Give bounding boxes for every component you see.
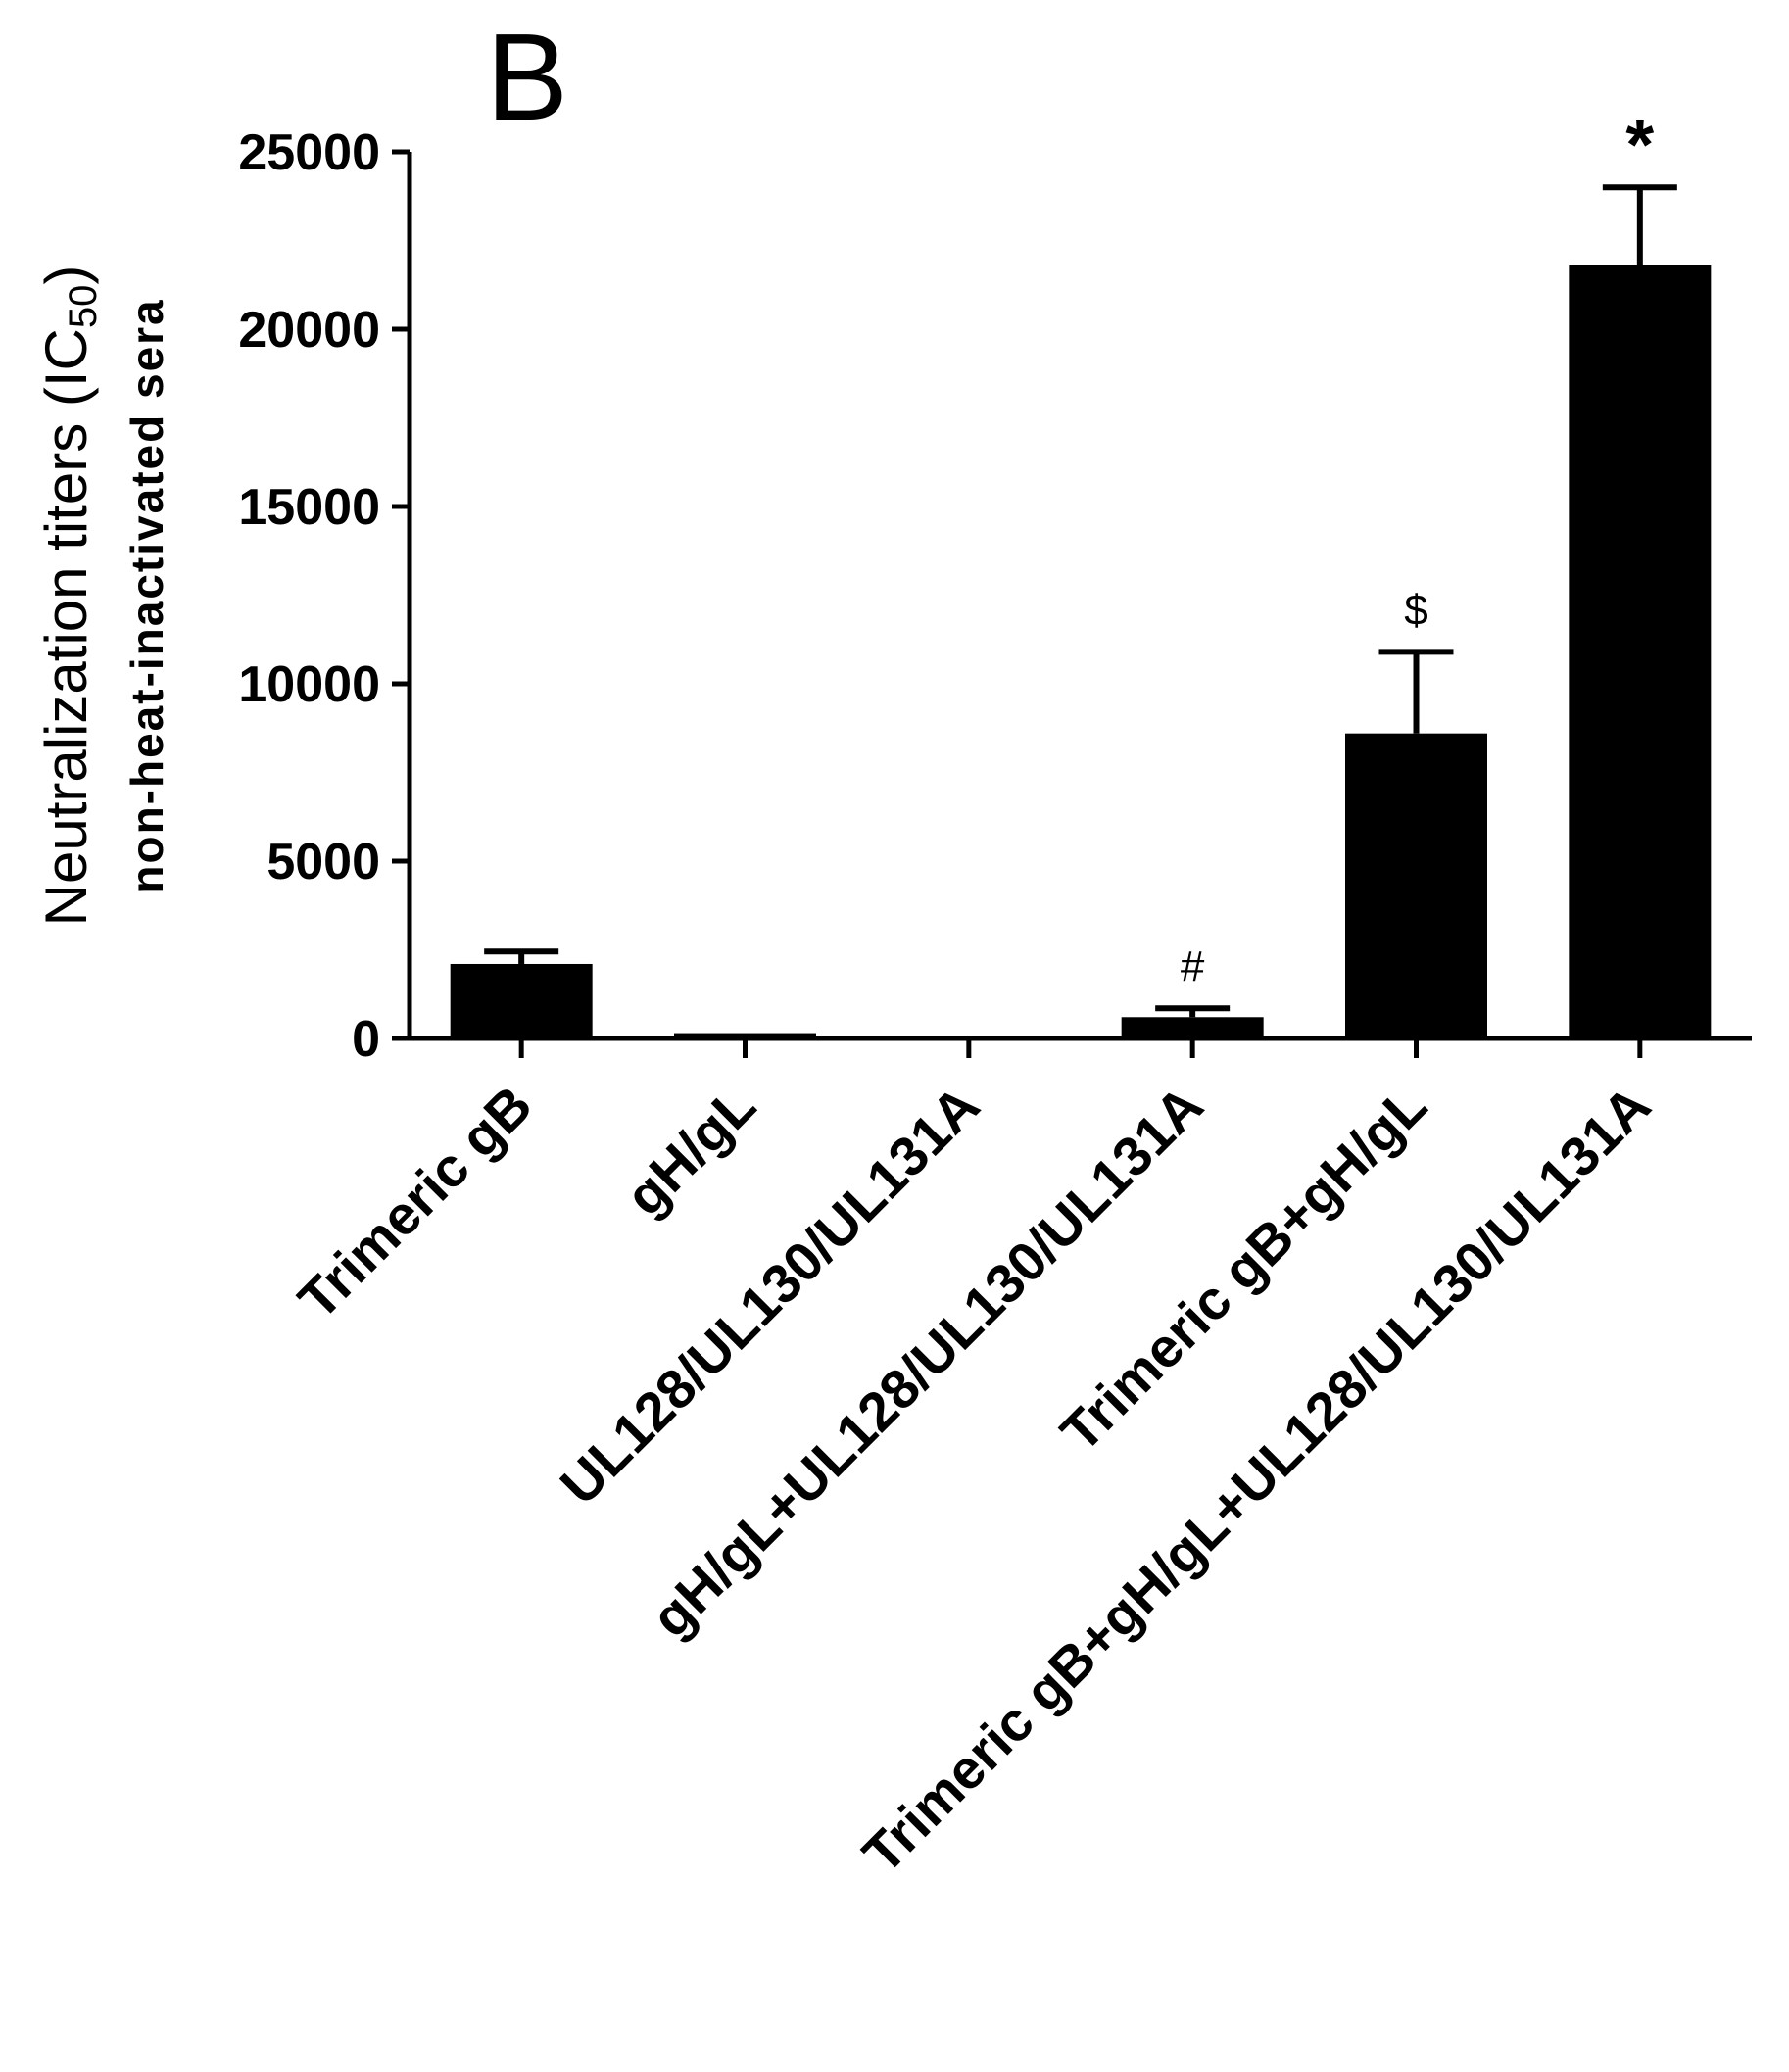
y-axis-label: Neutralization titers (IC50) <box>33 265 105 927</box>
error-bars <box>484 184 1677 1018</box>
bar <box>674 1033 816 1038</box>
annotations: # $ * <box>1181 104 1655 990</box>
x-ticks: Trimeric gB gH/gLUL128/UL130/UL131AgH/gL+… <box>286 1038 1662 1885</box>
bar <box>1121 1017 1264 1038</box>
y-tick-label: 20000 <box>238 302 380 359</box>
x-tick-label: Trimeric gB <box>286 1074 543 1330</box>
bar <box>450 963 593 1038</box>
y-tick-label: 25000 <box>238 124 380 181</box>
y-ticks: 0 5000 10000 15000 20000 25000 <box>238 124 410 1068</box>
y-axis-label-close: ) <box>33 265 99 285</box>
significance-annotation: $ <box>1404 586 1427 634</box>
y-tick-label: 10000 <box>238 656 380 713</box>
significance-annotation: * <box>1625 104 1654 185</box>
panel-label: B <box>486 8 568 146</box>
axes <box>407 152 1752 1041</box>
y-tick-label: 15000 <box>238 479 380 536</box>
significance-annotation: # <box>1181 942 1205 990</box>
x-tick-label: gH/gL <box>613 1074 767 1228</box>
y-axis-label-group: Neutralization titers (IC50) non-heat-in… <box>33 265 172 927</box>
bar <box>1345 733 1487 1038</box>
y-axis-sublabel: non-heat-inactivated sera <box>121 298 172 892</box>
x-tick-label: Trimeric gB+gH/gL <box>1048 1074 1438 1464</box>
bar <box>1569 265 1712 1039</box>
x-tick-label: UL128/UL130/UL131A <box>549 1074 991 1517</box>
bars <box>450 265 1712 1039</box>
x-tick-label: Trimeric gB+gH/gL+UL128/UL130/UL131A <box>850 1074 1662 1885</box>
y-tick-label: 5000 <box>266 834 380 891</box>
y-tick-label: 0 <box>352 1011 380 1068</box>
y-axis-label-subscript: 50 <box>62 285 105 329</box>
y-axis-label-text: Neutralization titers (IC <box>33 328 99 926</box>
